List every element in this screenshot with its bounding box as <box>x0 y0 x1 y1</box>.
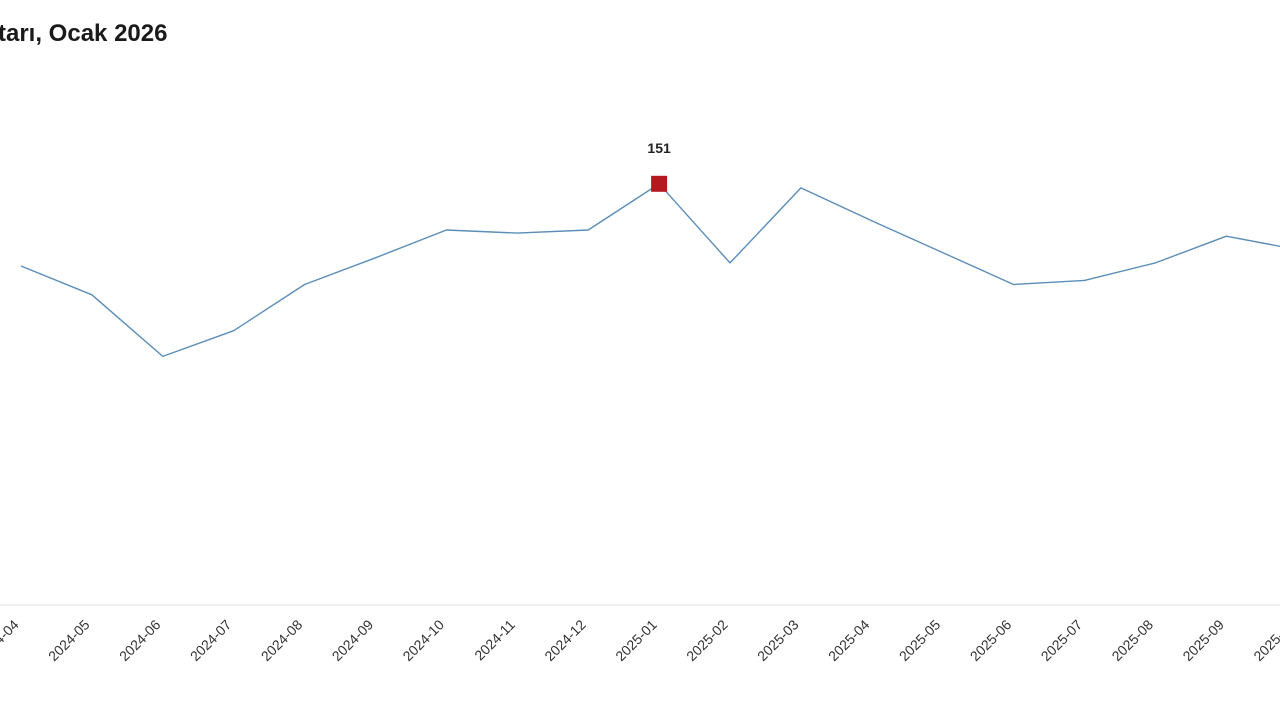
data-point-2025-02[interactable] <box>727 260 733 266</box>
x-tick-label-2024-11: 2024-11 <box>471 616 518 663</box>
x-tick-labels: 2024-04 2024-05 2024-06 2024-07 2024-08 2024-… <box>0 616 1280 664</box>
x-tick-label-2024-05: 2024-05 <box>45 616 93 664</box>
highlight-marker[interactable] <box>651 175 668 192</box>
x-tick-label-2024-07: 2024-07 <box>187 616 235 664</box>
series-line <box>20 183 1280 358</box>
x-tick-label-2025-05: 2025-05 <box>896 616 944 664</box>
data-point-2025-07[interactable] <box>1082 277 1088 283</box>
x-tick-label-2024-09: 2024-09 <box>329 616 377 664</box>
x-tick-label-2024-10: 2024-10 <box>399 616 447 664</box>
data-point-2025-05[interactable] <box>940 250 946 256</box>
x-tick-label-2025-06: 2025-06 <box>967 616 1015 664</box>
x-tick-label-2025-04: 2025-04 <box>825 616 873 664</box>
data-point-2024-07[interactable] <box>231 328 237 334</box>
x-tick-label-2025-08: 2025-08 <box>1108 616 1156 664</box>
x-tick-label-2025-02: 2025-02 <box>683 616 731 664</box>
chart-title: tarı, Ocak 2026 <box>0 20 168 47</box>
x-tick-label-2025-09: 2025-09 <box>1179 616 1227 664</box>
data-point-2024-04[interactable] <box>18 263 24 269</box>
data-point-2025-06[interactable] <box>1011 282 1017 288</box>
data-point-2024-11[interactable] <box>514 230 520 236</box>
x-tick-label-2024-06: 2024-06 <box>116 616 164 664</box>
data-point-2024-09[interactable] <box>373 255 379 261</box>
data-point-2025-08[interactable] <box>1152 260 1158 266</box>
x-tick-label-2024-12: 2024-12 <box>541 616 589 664</box>
data-point-2024-06[interactable] <box>160 353 166 359</box>
highlight-data-label: 151 <box>647 140 671 156</box>
x-tick-label-2024-04: 2024-04 <box>0 616 22 664</box>
data-point-2025-09[interactable] <box>1223 233 1229 239</box>
x-tick-label-2025-07: 2025-07 <box>1038 616 1086 664</box>
data-point-2024-05[interactable] <box>89 292 95 298</box>
series-layer <box>18 183 1280 359</box>
data-point-2025-04[interactable] <box>869 218 875 224</box>
x-tick-label-2024-08: 2024-08 <box>258 616 306 664</box>
x-tick-label-2025-03: 2025-03 <box>754 616 802 664</box>
data-point-2025-03[interactable] <box>798 185 804 191</box>
x-tick-label-2025-01: 2025-01 <box>612 616 660 664</box>
data-point-2024-08[interactable] <box>302 282 308 288</box>
x-tick-label-2025-10: 2025-10 <box>1250 616 1280 664</box>
data-point-2024-10[interactable] <box>443 227 449 233</box>
data-point-2024-12[interactable] <box>585 227 591 233</box>
highlight-layer: 151 <box>647 140 671 192</box>
